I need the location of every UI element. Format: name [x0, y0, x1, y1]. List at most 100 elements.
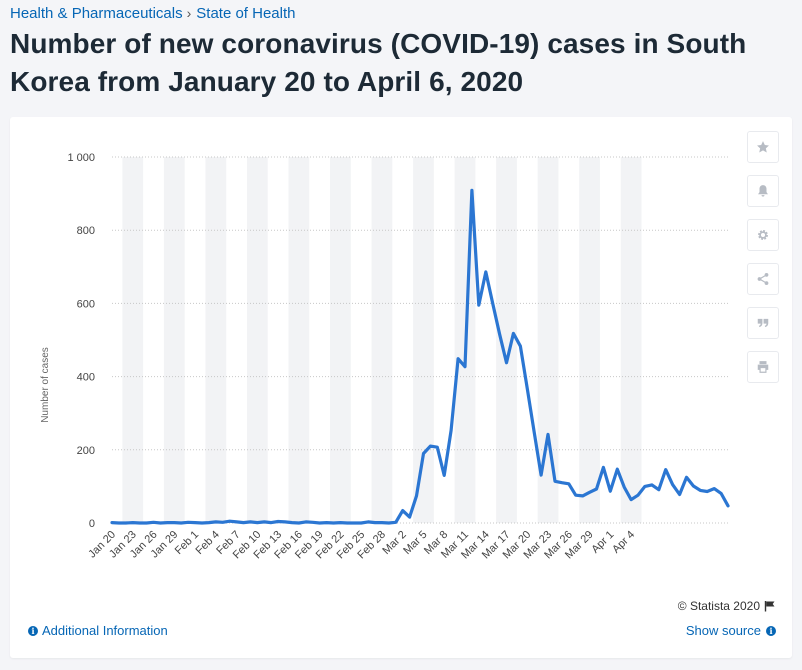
- data-point[interactable]: [470, 188, 474, 192]
- data-point[interactable]: [152, 520, 156, 524]
- data-point[interactable]: [186, 520, 190, 524]
- data-point[interactable]: [525, 387, 529, 391]
- data-point[interactable]: [373, 521, 377, 525]
- data-point[interactable]: [574, 493, 578, 497]
- breadcrumb-parent-link[interactable]: Health & Pharmaceuticals: [10, 4, 183, 22]
- data-point[interactable]: [601, 465, 605, 469]
- data-point[interactable]: [415, 494, 419, 498]
- data-point[interactable]: [636, 493, 640, 497]
- data-point[interactable]: [387, 521, 391, 525]
- data-point[interactable]: [304, 520, 308, 524]
- data-point[interactable]: [511, 331, 515, 335]
- additional-information-link[interactable]: i Additional Information: [28, 623, 168, 638]
- data-point[interactable]: [366, 520, 370, 524]
- notification-button[interactable]: [747, 175, 779, 207]
- data-point[interactable]: [442, 473, 446, 477]
- settings-button[interactable]: [747, 219, 779, 251]
- breadcrumb-current-link[interactable]: State of Health: [196, 4, 296, 22]
- data-point[interactable]: [629, 498, 633, 502]
- data-point[interactable]: [138, 521, 142, 525]
- data-point[interactable]: [269, 521, 273, 525]
- data-point[interactable]: [532, 430, 536, 434]
- data-point[interactable]: [595, 487, 599, 491]
- data-point[interactable]: [394, 520, 398, 524]
- print-button[interactable]: [747, 351, 779, 383]
- data-point[interactable]: [664, 468, 668, 472]
- data-point[interactable]: [650, 483, 654, 487]
- data-point[interactable]: [165, 521, 169, 525]
- data-point[interactable]: [242, 521, 246, 525]
- data-point[interactable]: [214, 520, 218, 524]
- data-point[interactable]: [491, 301, 495, 305]
- data-point[interactable]: [318, 521, 322, 525]
- data-point[interactable]: [200, 521, 204, 525]
- data-point[interactable]: [255, 521, 259, 525]
- data-point[interactable]: [401, 509, 405, 513]
- data-point[interactable]: [248, 520, 252, 524]
- show-source-link[interactable]: Show source i: [686, 623, 776, 638]
- data-point[interactable]: [671, 483, 675, 487]
- data-point[interactable]: [221, 520, 225, 524]
- flag-icon[interactable]: [764, 600, 776, 612]
- data-point[interactable]: [608, 489, 612, 493]
- data-point[interactable]: [698, 488, 702, 492]
- data-point[interactable]: [546, 432, 550, 436]
- data-point[interactable]: [131, 521, 135, 525]
- data-point[interactable]: [567, 482, 571, 486]
- data-point[interactable]: [560, 481, 564, 485]
- data-point[interactable]: [678, 493, 682, 497]
- data-point[interactable]: [422, 452, 426, 456]
- data-point[interactable]: [588, 490, 592, 494]
- data-point[interactable]: [581, 494, 585, 498]
- data-point[interactable]: [380, 521, 384, 525]
- data-point[interactable]: [712, 487, 716, 491]
- data-point[interactable]: [158, 521, 162, 525]
- data-point[interactable]: [325, 521, 329, 525]
- data-point[interactable]: [110, 521, 114, 525]
- data-point[interactable]: [338, 521, 342, 525]
- data-point[interactable]: [276, 520, 280, 524]
- data-point[interactable]: [505, 361, 509, 365]
- data-point[interactable]: [719, 491, 723, 495]
- favorite-button[interactable]: [747, 131, 779, 163]
- data-point[interactable]: [539, 473, 543, 477]
- data-point[interactable]: [345, 521, 349, 525]
- data-point[interactable]: [262, 520, 266, 524]
- data-point[interactable]: [290, 521, 294, 525]
- data-point[interactable]: [117, 521, 121, 525]
- data-point[interactable]: [498, 332, 502, 336]
- data-point[interactable]: [622, 485, 626, 489]
- data-point[interactable]: [332, 521, 336, 525]
- data-point[interactable]: [726, 504, 730, 508]
- data-point[interactable]: [484, 270, 488, 274]
- data-point[interactable]: [456, 357, 460, 361]
- data-point[interactable]: [477, 303, 481, 307]
- data-point[interactable]: [124, 521, 128, 525]
- data-point[interactable]: [145, 521, 149, 525]
- data-point[interactable]: [685, 475, 689, 479]
- data-point[interactable]: [172, 521, 176, 525]
- data-point[interactable]: [615, 467, 619, 471]
- data-point[interactable]: [283, 520, 287, 524]
- data-point[interactable]: [705, 490, 709, 494]
- data-point[interactable]: [235, 520, 239, 524]
- data-point[interactable]: [553, 479, 557, 483]
- data-point[interactable]: [518, 344, 522, 348]
- data-point[interactable]: [435, 445, 439, 449]
- data-point[interactable]: [463, 365, 467, 369]
- data-point[interactable]: [643, 484, 647, 488]
- data-point[interactable]: [449, 428, 453, 432]
- share-button[interactable]: [747, 263, 779, 295]
- data-point[interactable]: [311, 520, 315, 524]
- data-point[interactable]: [657, 488, 661, 492]
- cite-button[interactable]: [747, 307, 779, 339]
- data-point[interactable]: [428, 444, 432, 448]
- data-point[interactable]: [408, 515, 412, 519]
- data-point[interactable]: [352, 521, 356, 525]
- data-point[interactable]: [228, 519, 232, 523]
- data-point[interactable]: [359, 521, 363, 525]
- data-point[interactable]: [691, 484, 695, 488]
- data-point[interactable]: [297, 521, 301, 525]
- data-point[interactable]: [207, 521, 211, 525]
- data-point[interactable]: [193, 521, 197, 525]
